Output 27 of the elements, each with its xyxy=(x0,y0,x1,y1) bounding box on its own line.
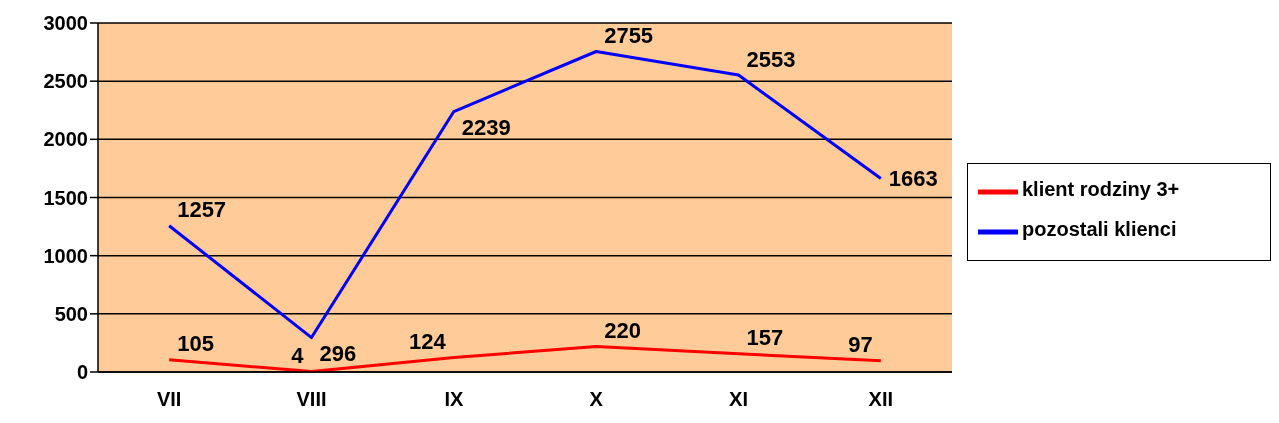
data-label: 2239 xyxy=(461,115,511,141)
y-tick-label: 0 xyxy=(76,361,88,384)
x-tick-label: VII xyxy=(156,388,182,411)
data-label: 2755 xyxy=(604,23,654,48)
x-tick-label: X xyxy=(589,388,604,411)
y-tick-label: 1500 xyxy=(43,186,88,209)
y-tick-label: 2000 xyxy=(43,128,88,151)
x-tick-label: IX xyxy=(444,388,464,411)
data-label: 1663 xyxy=(888,166,938,192)
x-tick-label: XI xyxy=(729,388,748,411)
data-label: 220 xyxy=(604,317,641,343)
y-tick-label: 500 xyxy=(54,302,88,325)
data-label: 296 xyxy=(319,341,357,367)
x-tick-label: XII xyxy=(868,388,894,411)
y-tick-label: 2500 xyxy=(43,70,88,93)
x-tick-label: VIII xyxy=(296,388,327,411)
data-label: 4 xyxy=(291,343,305,369)
legend-label: klient rodziny 3+ xyxy=(1022,177,1180,200)
data-label: 105 xyxy=(177,331,214,357)
y-tick-label: 3000 xyxy=(43,12,88,35)
data-label: 2553 xyxy=(746,46,796,72)
legend-label: pozostali klienci xyxy=(1022,217,1177,240)
data-label: 124 xyxy=(409,329,447,355)
data-label: 1257 xyxy=(177,197,227,223)
data-label: 157 xyxy=(746,325,784,351)
data-label: 97 xyxy=(848,332,873,358)
y-tick-label: 1000 xyxy=(43,244,88,267)
